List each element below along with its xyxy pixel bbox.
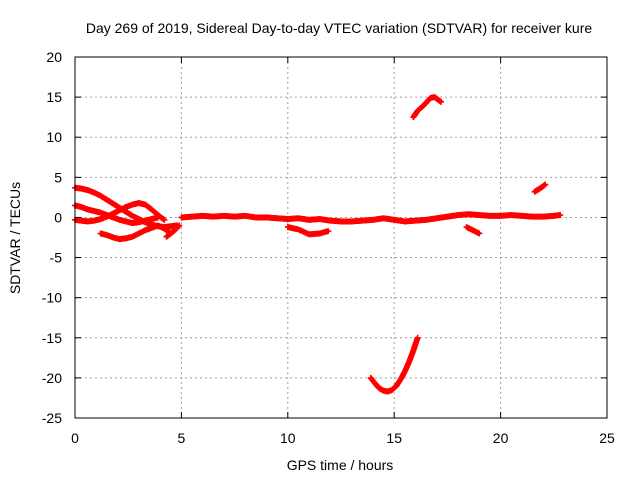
y-tick-label: 20 — [46, 49, 62, 65]
y-tick-label: -25 — [42, 410, 62, 426]
data-point — [438, 98, 445, 105]
tick-labels: 0 5 10 15 20 25 -25 -20 -15 -10 -5 0 5 10 15 20 — [42, 49, 615, 446]
series-track-h — [463, 224, 483, 237]
series-track-k — [367, 334, 421, 395]
data-point — [176, 222, 183, 229]
x-tick-label: 5 — [178, 430, 186, 446]
plot-frame — [74, 56, 608, 419]
x-tick-label: 25 — [599, 430, 615, 446]
data-series — [72, 94, 564, 395]
series-track-f — [178, 211, 564, 225]
y-tick-label: 10 — [46, 129, 62, 145]
data-point — [476, 230, 483, 237]
x-axis-title: GPS time / hours — [287, 457, 394, 473]
y-tick-label: -20 — [42, 370, 62, 386]
chart-title: Day 269 of 2019, Sidereal Day-to-day VTE… — [86, 20, 592, 36]
series-track-g — [284, 224, 332, 238]
series-track-e — [163, 222, 183, 240]
y-tick-label: 15 — [46, 89, 62, 105]
series-track-j — [531, 181, 549, 195]
data-point — [557, 212, 564, 219]
y-tick-label: -5 — [50, 250, 63, 266]
data-point — [325, 228, 332, 235]
series-track-i — [410, 94, 445, 121]
y-tick-label: 0 — [54, 209, 62, 225]
grid — [75, 57, 607, 418]
x-tick-label: 10 — [280, 430, 296, 446]
x-tick-label: 0 — [71, 430, 79, 446]
data-point — [414, 334, 421, 341]
data-marker — [436, 98, 443, 105]
series-track-c — [72, 200, 168, 225]
data-marker — [175, 223, 182, 230]
data-point — [542, 181, 549, 188]
y-tick-label: -15 — [42, 330, 62, 346]
data-point — [161, 216, 168, 223]
data-marker — [541, 182, 548, 189]
x-tick-label: 15 — [386, 430, 402, 446]
x-tick-label: 20 — [493, 430, 509, 446]
y-tick-label: -10 — [42, 290, 62, 306]
y-tick-label: 5 — [54, 169, 62, 185]
axes — [74, 56, 608, 419]
y-axis-title: SDTVAR / TECUs — [7, 182, 23, 294]
data-marker — [160, 216, 167, 223]
series-track-d — [97, 222, 174, 243]
